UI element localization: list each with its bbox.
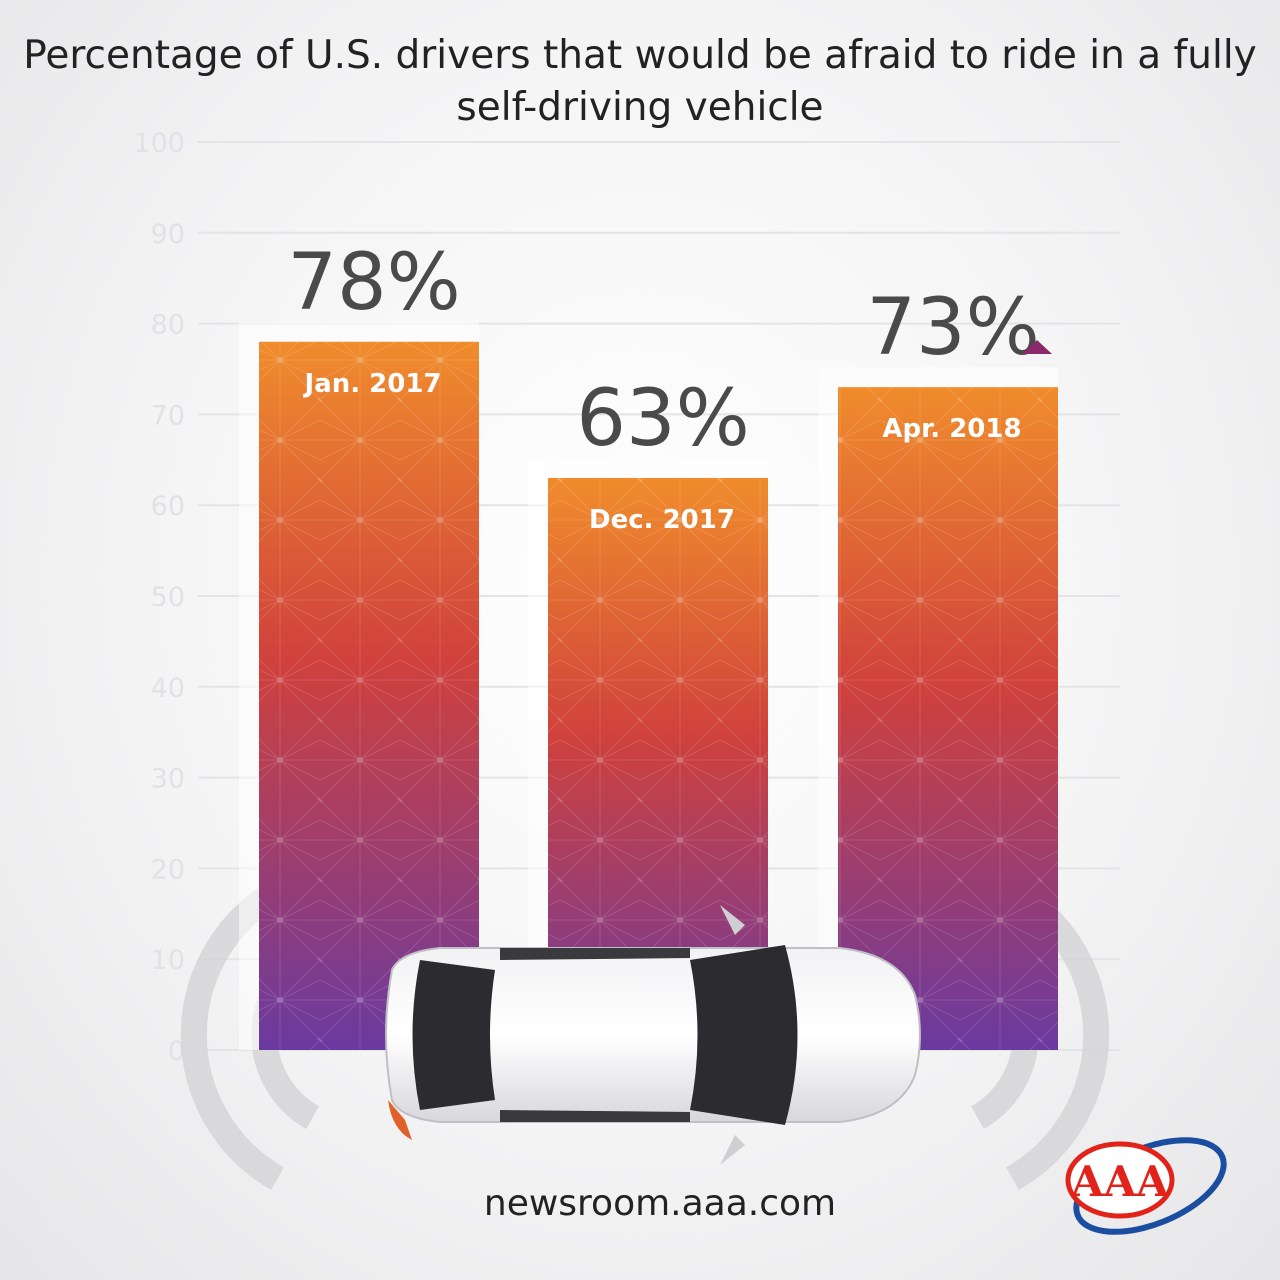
y-tick-label: 80 bbox=[151, 310, 185, 341]
aaa-logo: AAA bbox=[1065, 1137, 1227, 1235]
source-url: newsroom.aaa.com bbox=[483, 1183, 837, 1224]
value-label: 63% bbox=[576, 374, 749, 464]
y-tick-label: 50 bbox=[151, 582, 185, 613]
y-tick-label: 70 bbox=[151, 400, 185, 431]
y-tick-label: 20 bbox=[151, 854, 185, 885]
value-label: 78% bbox=[287, 238, 460, 328]
y-tick-label: 90 bbox=[151, 219, 185, 250]
category-label: Dec. 2017 bbox=[589, 505, 735, 535]
bars bbox=[239, 321, 1058, 1051]
value-label: 73% bbox=[866, 283, 1039, 373]
y-tick-label: 40 bbox=[151, 673, 185, 704]
y-tick-label: 0 bbox=[168, 1036, 185, 1067]
y-tick-label: 30 bbox=[151, 764, 185, 795]
svg-text:AAA: AAA bbox=[1070, 1157, 1170, 1206]
increase-triangle-icon bbox=[1022, 340, 1052, 354]
self-driving-car-image bbox=[385, 905, 921, 1165]
y-tick-label: 10 bbox=[151, 945, 185, 976]
category-label: Apr. 2018 bbox=[882, 414, 1021, 444]
category-label: Jan. 2017 bbox=[302, 369, 441, 399]
chart-title: Percentage of U.S. drivers that would be… bbox=[23, 33, 1257, 130]
y-tick-label: 60 bbox=[151, 491, 185, 522]
y-tick-label: 100 bbox=[133, 128, 185, 159]
y-axis-tick-labels: 0 10 20 30 40 50 60 70 80 90 100 bbox=[133, 128, 185, 1067]
